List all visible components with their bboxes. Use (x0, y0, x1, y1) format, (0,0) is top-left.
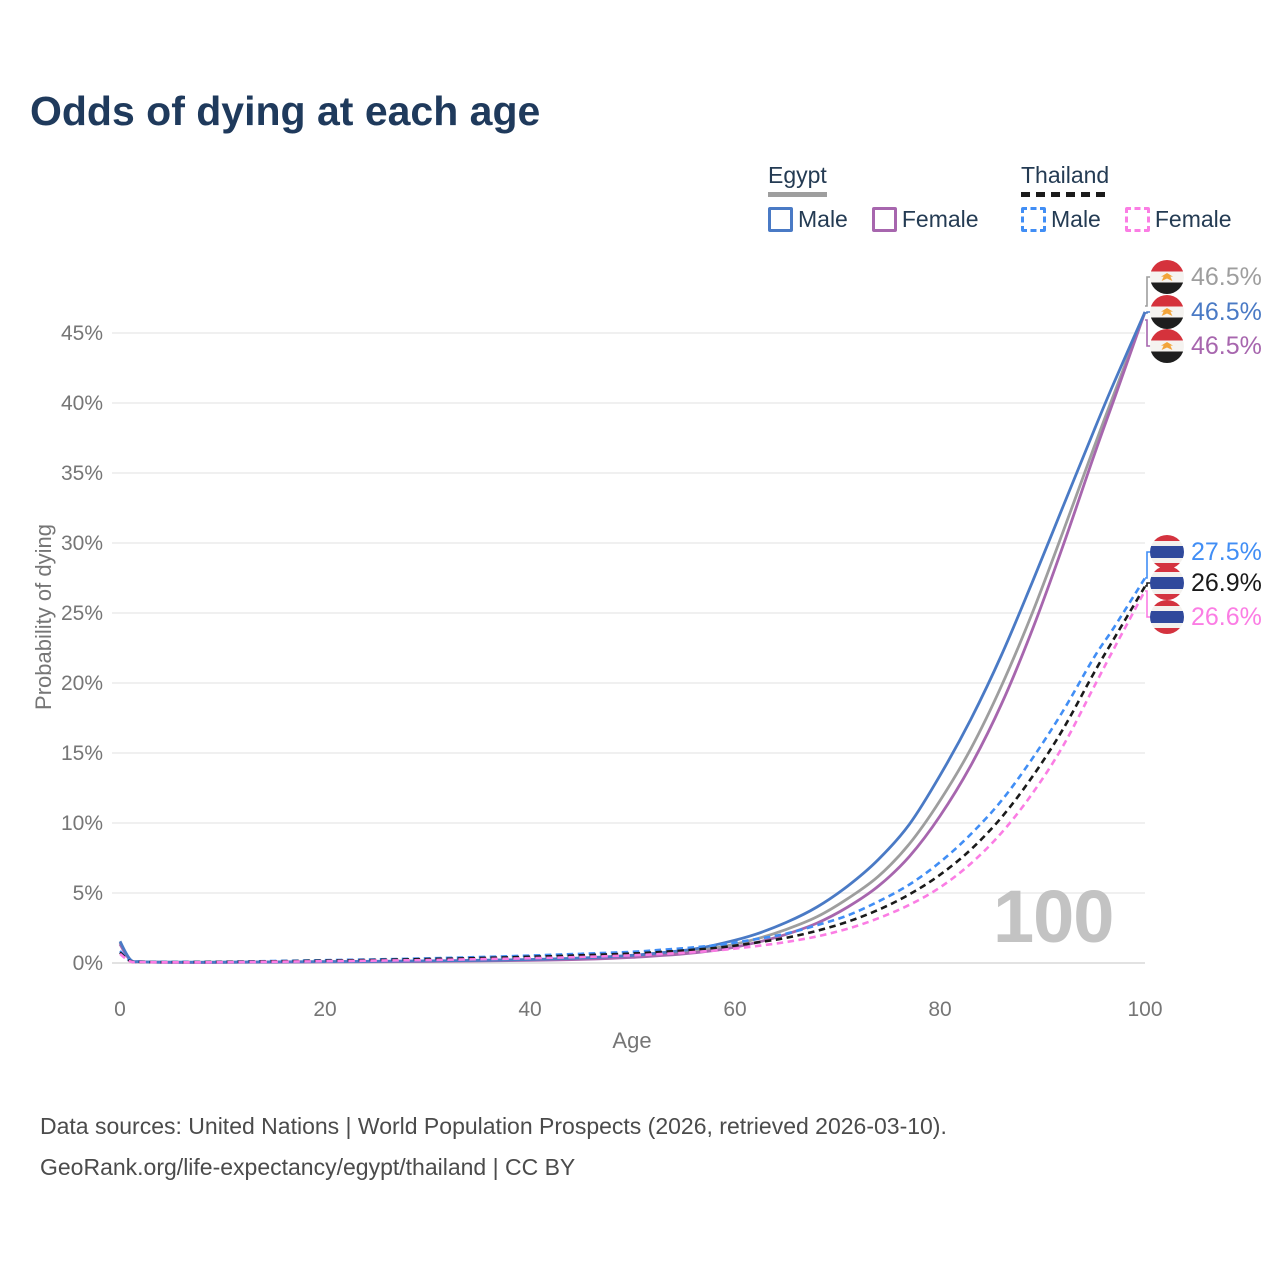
legend-thailand-female-label: Female (1154, 206, 1232, 232)
end-label-egypt-all: 46.5% (1150, 260, 1262, 294)
series-line-egypt-all[interactable] (118, 311, 1147, 964)
legend-item-thailand-male[interactable]: Male (1021, 206, 1101, 233)
hover-age-watermark: 100 (993, 875, 1114, 958)
thailand-female-swatch-icon (1124, 207, 1150, 232)
egypt-male-swatch-icon (768, 207, 793, 232)
legend-item-egypt-male[interactable]: Male (768, 206, 848, 233)
legend-item-egypt-female[interactable]: Female (871, 206, 979, 233)
series-line-thailand-female[interactable] (119, 589, 1147, 964)
y-tick-label: 10% (61, 812, 103, 835)
y-tick-label: 25% (61, 602, 103, 625)
end-label-egypt-male: 46.5% (1150, 295, 1262, 329)
end-label-thailand-female-value: 26.6% (1191, 602, 1262, 631)
x-tick-label: 60 (723, 998, 746, 1021)
legend-egypt-female-label: Female (901, 206, 979, 232)
footer-attribution: GeoRank.org/life-expectancy/egypt/thaila… (40, 1154, 576, 1180)
end-label-egypt-female: 46.5% (1150, 329, 1262, 363)
y-tick-label: 0% (73, 952, 103, 975)
y-tick-label: 35% (61, 462, 103, 485)
page-title: Odds of dying at each age (30, 88, 541, 134)
y-tick-label: 30% (61, 532, 103, 555)
end-label-thailand-male: 27.5% (1150, 535, 1262, 569)
y-tick-label: 45% (61, 322, 103, 345)
end-label-thailand-all-value: 26.9% (1191, 568, 1262, 597)
end-label-egypt-all-value: 46.5% (1191, 262, 1262, 291)
chart-plot-area[interactable]: 0% 5% 10% 15% 20% 25% 30% 35% 40% 45% 0 20 40 60 80 100 (0, 0, 1280, 1080)
series-line-thailand-male[interactable] (119, 577, 1147, 964)
series-line-egypt-female[interactable] (118, 311, 1147, 964)
legend-egypt-male-label: Male (798, 206, 848, 232)
egypt-flag-icon (1150, 295, 1184, 329)
legend-egypt-items: Male Female (768, 206, 1003, 233)
x-tick-label: 40 (518, 998, 541, 1021)
series-line-thailand-all[interactable] (119, 585, 1147, 964)
end-label-egypt-female-value: 46.5% (1191, 331, 1262, 360)
egypt-flag-icon (1150, 329, 1184, 363)
egypt-flag-icon (1150, 260, 1184, 294)
end-label-thailand-all: 26.9% (1150, 566, 1262, 600)
x-tick-label: 80 (928, 998, 951, 1021)
end-label-thailand-male-value: 27.5% (1191, 537, 1262, 566)
footer-sources: Data sources: United Nations | World Pop… (40, 1113, 947, 1139)
footer: Data sources: United Nations | World Pop… (40, 1106, 947, 1188)
legend-thailand-header[interactable]: Thailand (1021, 162, 1110, 197)
y-tick-label: 40% (61, 392, 103, 415)
x-tick-label: 100 (1127, 998, 1162, 1021)
end-label-egypt-male-value: 46.5% (1191, 297, 1262, 326)
y-axis-title: Probability of dying (31, 524, 56, 710)
egypt-eagle-icon (1161, 342, 1173, 350)
thailand-male-swatch-icon (1021, 207, 1046, 232)
legend-group-thailand: Thailand Male Female (1021, 162, 1256, 233)
legend-thailand-label: Thailand (1021, 162, 1110, 188)
legend-egypt-header[interactable]: Egypt (768, 162, 827, 197)
legend-thailand-items: Male Female (1021, 206, 1256, 233)
y-tick-label: 20% (61, 672, 103, 695)
thailand-flag-icon (1150, 566, 1184, 600)
y-tick-label: 15% (61, 742, 103, 765)
legend-group-egypt: Egypt Male Female (768, 162, 1003, 233)
y-tick-label: 5% (73, 882, 103, 905)
end-label-thailand-female: 26.6% (1150, 600, 1262, 634)
legend-item-thailand-female[interactable]: Female (1124, 206, 1232, 233)
legend-egypt-label: Egypt (768, 162, 827, 188)
x-axis-title: Age (612, 1028, 652, 1053)
egypt-eagle-icon (1161, 308, 1173, 316)
egypt-eagle-icon (1161, 273, 1173, 281)
egypt-all-line-swatch (768, 192, 827, 197)
thailand-all-line-swatch (1021, 192, 1110, 197)
series-line-egypt-male[interactable] (118, 311, 1147, 964)
thailand-flag-icon (1150, 535, 1184, 569)
egypt-female-swatch-icon (871, 207, 897, 232)
thailand-flag-icon (1150, 600, 1184, 634)
x-tick-label: 0 (114, 998, 126, 1021)
legend-thailand-male-label: Male (1051, 206, 1101, 232)
x-tick-label: 20 (313, 998, 336, 1021)
